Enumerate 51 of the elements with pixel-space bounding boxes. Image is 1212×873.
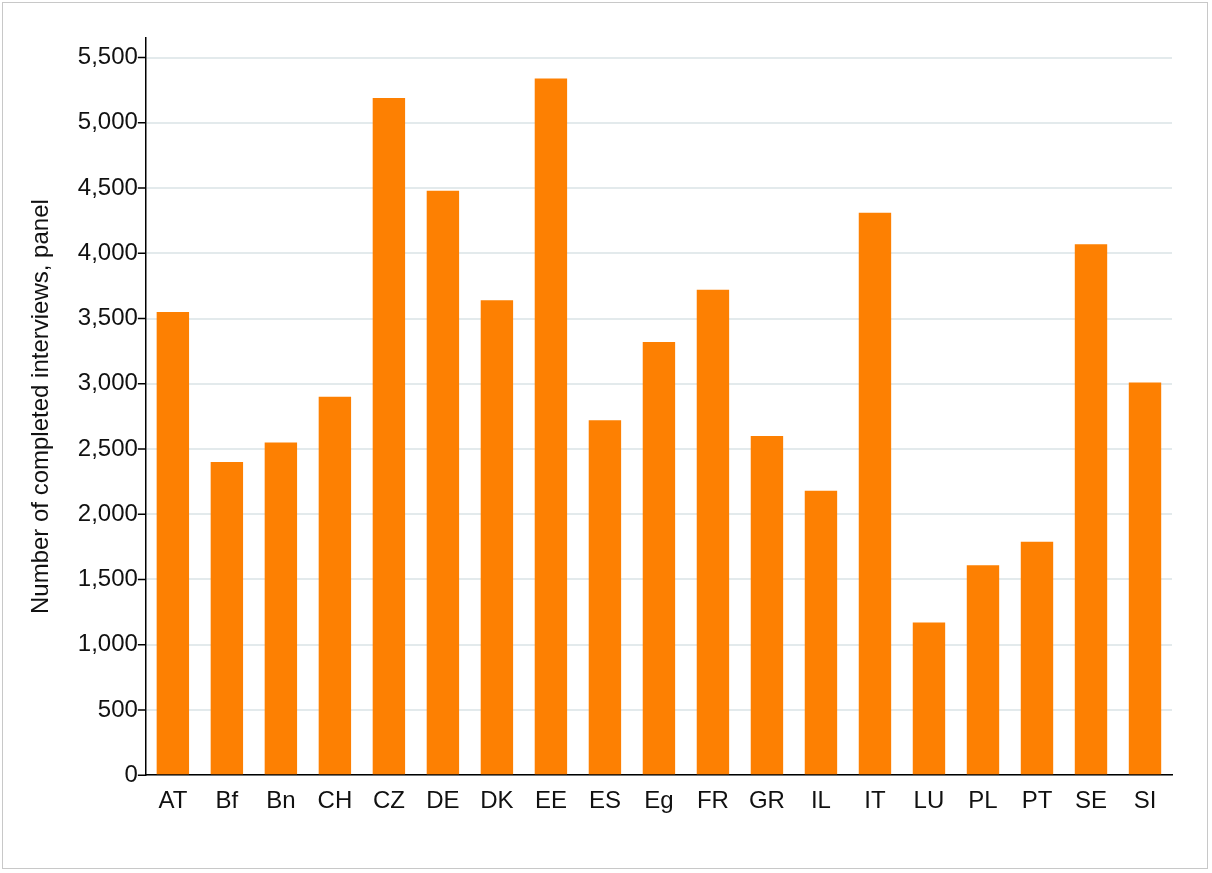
x-tick-label: PT: [1021, 786, 1053, 814]
x-tick-label: IL: [810, 786, 831, 814]
x-tick-label: IT: [864, 786, 886, 814]
x-tick-label: CH: [317, 786, 353, 814]
x-tick-label: Bf: [215, 786, 239, 814]
y-tick-label: 3,000: [77, 368, 138, 396]
x-tick-label: LU: [913, 786, 945, 814]
bar: [210, 462, 244, 775]
bar: [804, 490, 838, 775]
x-tick-label: SI: [1133, 786, 1157, 814]
bar: [1074, 244, 1108, 775]
bar: [750, 435, 784, 775]
y-tick-label: 5,000: [77, 107, 138, 135]
y-tick-label: 1,500: [77, 564, 138, 592]
bar: [1020, 541, 1054, 775]
y-tick-label: 3,500: [77, 303, 138, 331]
x-tick-label: PL: [968, 786, 998, 814]
bar: [1128, 382, 1162, 775]
x-tick-label: DK: [480, 786, 514, 814]
x-tick-label: SE: [1074, 786, 1107, 814]
x-tick-label: GR: [748, 786, 785, 814]
bar: [480, 300, 514, 775]
x-tick-label: EE: [534, 786, 567, 814]
y-tick-label: 500: [97, 694, 138, 722]
bar: [858, 212, 892, 775]
x-tick-label: ES: [588, 786, 621, 814]
bar: [372, 98, 406, 775]
bar: [966, 565, 1000, 775]
x-tick-label: DE: [426, 786, 460, 814]
y-axis-title: Number of completed interviews, panel: [26, 199, 54, 615]
bar: [588, 420, 622, 775]
y-tick-label: 1,000: [77, 629, 138, 657]
bar: [912, 622, 946, 775]
y-tick-label: 5,500: [77, 42, 138, 70]
bar: [696, 289, 730, 775]
x-tick-label: CZ: [372, 786, 405, 814]
y-tick-label: 0: [124, 759, 138, 787]
bar: [534, 78, 568, 775]
bar: [156, 312, 190, 775]
y-tick-label: 2,500: [77, 433, 138, 461]
bar: [426, 190, 460, 775]
y-tick-label: 4,000: [77, 237, 138, 265]
x-tick-label: AT: [158, 786, 188, 814]
bar: [264, 442, 298, 775]
y-tick-label: 4,500: [77, 172, 138, 200]
x-tick-label: Eg: [644, 786, 674, 814]
x-tick-label: FR: [696, 786, 729, 814]
x-tick-label: Bn: [266, 786, 296, 814]
bar: [318, 396, 352, 775]
y-tick-label: 2,000: [77, 498, 138, 526]
bar: [642, 342, 676, 775]
